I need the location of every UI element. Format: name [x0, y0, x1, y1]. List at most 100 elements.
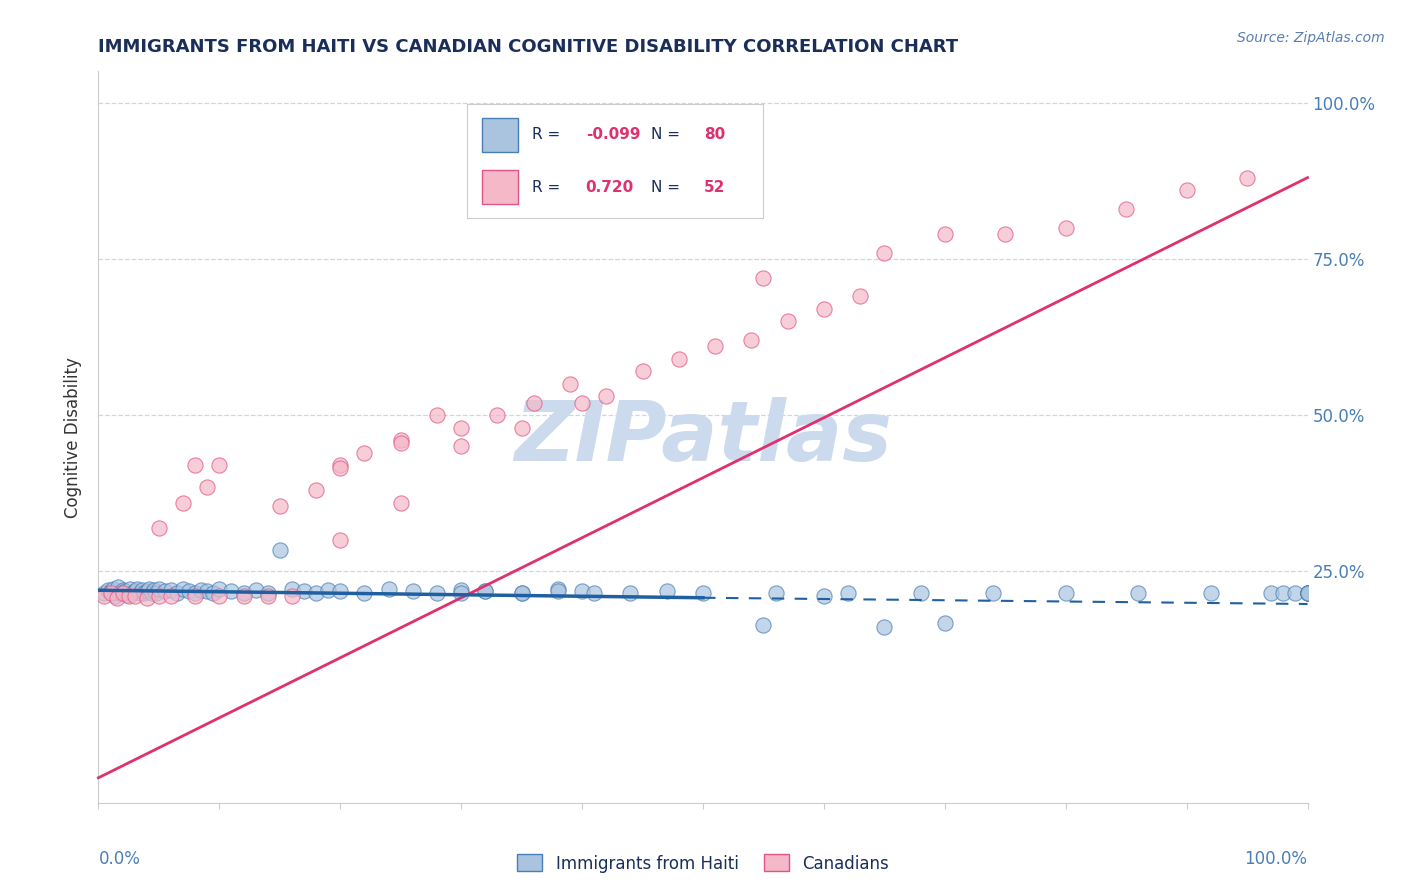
- Point: [389, 496, 412, 510]
- Point: [245, 583, 267, 598]
- Point: [141, 586, 163, 600]
- Point: [776, 314, 799, 328]
- Point: [1296, 586, 1319, 600]
- Point: [131, 583, 153, 598]
- Point: [631, 364, 654, 378]
- Point: [93, 590, 115, 604]
- Point: [100, 586, 122, 600]
- Point: [124, 584, 146, 599]
- Point: [1128, 586, 1150, 600]
- Point: [269, 499, 291, 513]
- Point: [571, 584, 593, 599]
- Point: [160, 590, 183, 604]
- Point: [256, 586, 278, 600]
- Point: [547, 582, 569, 596]
- Point: [450, 583, 472, 598]
- Point: [583, 586, 606, 600]
- Text: 0.0%: 0.0%: [98, 850, 141, 868]
- Point: [510, 420, 533, 434]
- Point: [184, 586, 207, 600]
- Point: [450, 420, 472, 434]
- Point: [232, 586, 254, 600]
- Point: [981, 586, 1004, 600]
- Point: [329, 458, 352, 473]
- Point: [184, 458, 207, 473]
- Point: [118, 582, 141, 596]
- Point: [281, 582, 304, 596]
- Point: [202, 586, 225, 600]
- Point: [208, 582, 231, 596]
- Point: [195, 480, 218, 494]
- Text: 100.0%: 100.0%: [1244, 850, 1308, 868]
- Point: [474, 584, 496, 599]
- Point: [1175, 183, 1198, 197]
- Point: [1236, 170, 1258, 185]
- Point: [135, 591, 157, 605]
- Point: [316, 583, 339, 598]
- Point: [655, 584, 678, 599]
- Point: [450, 586, 472, 600]
- Point: [813, 301, 835, 316]
- Text: ZIPatlas: ZIPatlas: [515, 397, 891, 477]
- Point: [1284, 586, 1306, 600]
- Point: [1260, 586, 1282, 600]
- Point: [128, 586, 150, 600]
- Point: [208, 458, 231, 473]
- Point: [849, 289, 872, 303]
- Point: [305, 586, 328, 600]
- Point: [704, 339, 727, 353]
- Point: [668, 351, 690, 366]
- Point: [873, 245, 896, 260]
- Point: [1296, 586, 1319, 600]
- Point: [994, 227, 1017, 241]
- Point: [1296, 586, 1319, 600]
- Point: [353, 586, 375, 600]
- Point: [389, 436, 412, 450]
- Point: [1199, 586, 1222, 600]
- Point: [305, 483, 328, 498]
- Point: [104, 590, 127, 604]
- Point: [329, 584, 352, 599]
- Point: [558, 376, 581, 391]
- Text: IMMIGRANTS FROM HAITI VS CANADIAN COGNITIVE DISABILITY CORRELATION CHART: IMMIGRANTS FROM HAITI VS CANADIAN COGNIT…: [98, 38, 959, 56]
- Point: [117, 588, 139, 602]
- Point: [148, 521, 170, 535]
- Point: [127, 582, 149, 596]
- Point: [389, 434, 412, 448]
- Point: [292, 584, 315, 599]
- Point: [1296, 586, 1319, 600]
- Point: [752, 270, 775, 285]
- Point: [111, 583, 134, 598]
- Point: [221, 584, 243, 599]
- Point: [172, 496, 194, 510]
- Point: [510, 586, 533, 600]
- Point: [837, 586, 859, 600]
- Point: [143, 583, 166, 598]
- Point: [740, 333, 762, 347]
- Point: [111, 586, 134, 600]
- Point: [765, 586, 787, 600]
- Point: [547, 584, 569, 599]
- Point: [1296, 586, 1319, 600]
- Point: [426, 408, 449, 422]
- Point: [1296, 586, 1319, 600]
- Point: [256, 590, 278, 604]
- Point: [329, 461, 352, 475]
- Point: [523, 395, 546, 409]
- Point: [135, 584, 157, 599]
- Legend: Immigrants from Haiti, Canadians: Immigrants from Haiti, Canadians: [510, 847, 896, 880]
- Point: [402, 584, 425, 599]
- Point: [873, 619, 896, 633]
- Point: [1272, 586, 1295, 600]
- Point: [353, 446, 375, 460]
- Point: [1054, 220, 1077, 235]
- Point: [160, 583, 183, 598]
- Point: [329, 533, 352, 548]
- Point: [138, 582, 160, 596]
- Point: [93, 586, 115, 600]
- Point: [269, 542, 291, 557]
- Point: [377, 582, 399, 596]
- Point: [166, 586, 188, 600]
- Point: [1054, 586, 1077, 600]
- Point: [281, 590, 304, 604]
